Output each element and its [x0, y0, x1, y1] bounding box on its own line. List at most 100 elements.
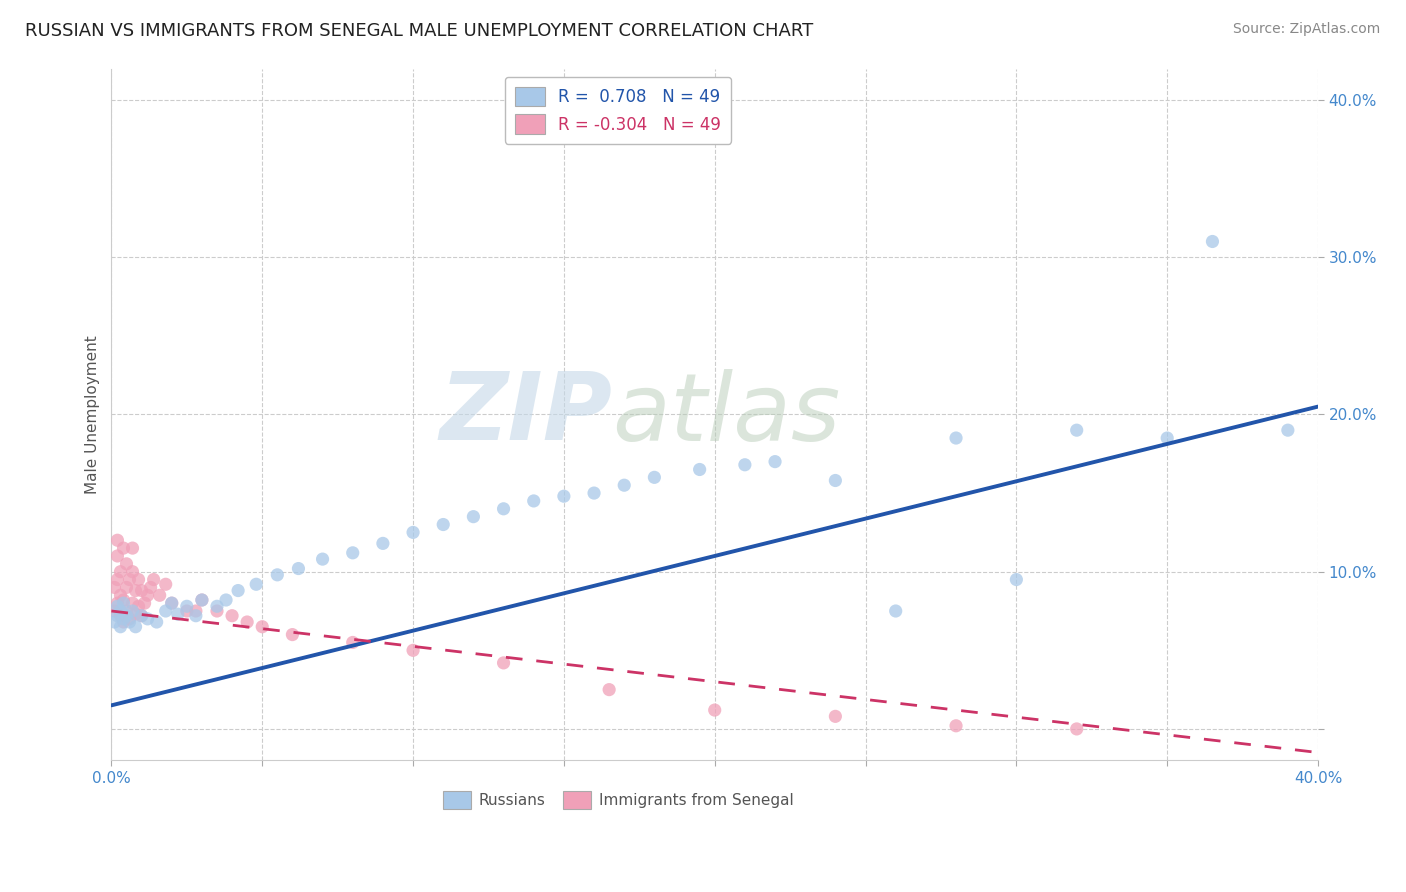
- Point: [112, 615, 135, 629]
- Point: [166, 607, 188, 622]
- Point: [176, 604, 198, 618]
- Point: [118, 573, 141, 587]
- Legend: Russians, Immigrants from Senegal: Russians, Immigrants from Senegal: [437, 785, 800, 815]
- Point: [149, 588, 172, 602]
- Point: [598, 682, 620, 697]
- Point: [287, 561, 309, 575]
- Point: [191, 593, 214, 607]
- Point: [252, 620, 274, 634]
- Point: [118, 612, 141, 626]
- Point: [703, 703, 725, 717]
- Point: [155, 604, 177, 618]
- Point: [131, 608, 153, 623]
- Point: [103, 615, 125, 629]
- Point: [134, 596, 156, 610]
- Point: [553, 489, 575, 503]
- Point: [583, 486, 606, 500]
- Point: [107, 573, 129, 587]
- Point: [1066, 722, 1088, 736]
- Point: [103, 604, 125, 618]
- Point: [184, 608, 207, 623]
- Text: RUSSIAN VS IMMIGRANTS FROM SENEGAL MALE UNEMPLOYMENT CORRELATION CHART: RUSSIAN VS IMMIGRANTS FROM SENEGAL MALE …: [25, 22, 814, 40]
- Point: [215, 593, 238, 607]
- Point: [103, 581, 125, 595]
- Point: [107, 596, 129, 610]
- Point: [884, 604, 907, 618]
- Point: [226, 583, 249, 598]
- Point: [107, 608, 129, 623]
- Point: [110, 604, 132, 618]
- Point: [145, 615, 167, 629]
- Point: [124, 583, 146, 598]
- Point: [613, 478, 636, 492]
- Point: [432, 517, 454, 532]
- Point: [689, 462, 711, 476]
- Point: [107, 549, 129, 563]
- Point: [824, 709, 846, 723]
- Point: [118, 615, 141, 629]
- Point: [402, 643, 425, 657]
- Point: [115, 604, 138, 618]
- Point: [131, 608, 153, 623]
- Point: [155, 577, 177, 591]
- Point: [492, 501, 515, 516]
- Point: [128, 599, 150, 614]
- Point: [824, 474, 846, 488]
- Point: [124, 620, 146, 634]
- Point: [115, 581, 138, 595]
- Point: [112, 596, 135, 610]
- Point: [945, 719, 967, 733]
- Point: [266, 567, 288, 582]
- Text: atlas: atlas: [612, 369, 841, 460]
- Point: [205, 599, 228, 614]
- Point: [107, 599, 129, 614]
- Point: [184, 604, 207, 618]
- Point: [121, 596, 143, 610]
- Point: [371, 536, 394, 550]
- Point: [205, 604, 228, 618]
- Point: [191, 593, 214, 607]
- Point: [115, 608, 138, 623]
- Point: [1066, 423, 1088, 437]
- Point: [121, 565, 143, 579]
- Point: [115, 557, 138, 571]
- Point: [160, 596, 183, 610]
- Point: [110, 608, 132, 623]
- Point: [110, 588, 132, 602]
- Point: [281, 627, 304, 641]
- Point: [131, 583, 153, 598]
- Point: [402, 525, 425, 540]
- Point: [160, 596, 183, 610]
- Point: [643, 470, 665, 484]
- Point: [463, 509, 485, 524]
- Point: [523, 494, 546, 508]
- Text: ZIP: ZIP: [439, 368, 612, 460]
- Point: [124, 607, 146, 622]
- Point: [112, 593, 135, 607]
- Point: [221, 608, 243, 623]
- Point: [245, 577, 267, 591]
- Point: [342, 546, 364, 560]
- Point: [112, 541, 135, 555]
- Point: [236, 615, 259, 629]
- Text: Source: ZipAtlas.com: Source: ZipAtlas.com: [1233, 22, 1381, 37]
- Point: [1277, 423, 1299, 437]
- Point: [342, 635, 364, 649]
- Point: [121, 541, 143, 555]
- Y-axis label: Male Unemployment: Male Unemployment: [86, 335, 100, 494]
- Point: [110, 620, 132, 634]
- Point: [139, 581, 162, 595]
- Point: [136, 612, 159, 626]
- Point: [112, 612, 135, 626]
- Point: [492, 656, 515, 670]
- Point: [128, 573, 150, 587]
- Point: [311, 552, 333, 566]
- Point: [121, 604, 143, 618]
- Point: [763, 455, 786, 469]
- Point: [142, 573, 165, 587]
- Point: [1156, 431, 1178, 445]
- Point: [734, 458, 756, 472]
- Point: [176, 599, 198, 614]
- Point: [107, 533, 129, 548]
- Point: [945, 431, 967, 445]
